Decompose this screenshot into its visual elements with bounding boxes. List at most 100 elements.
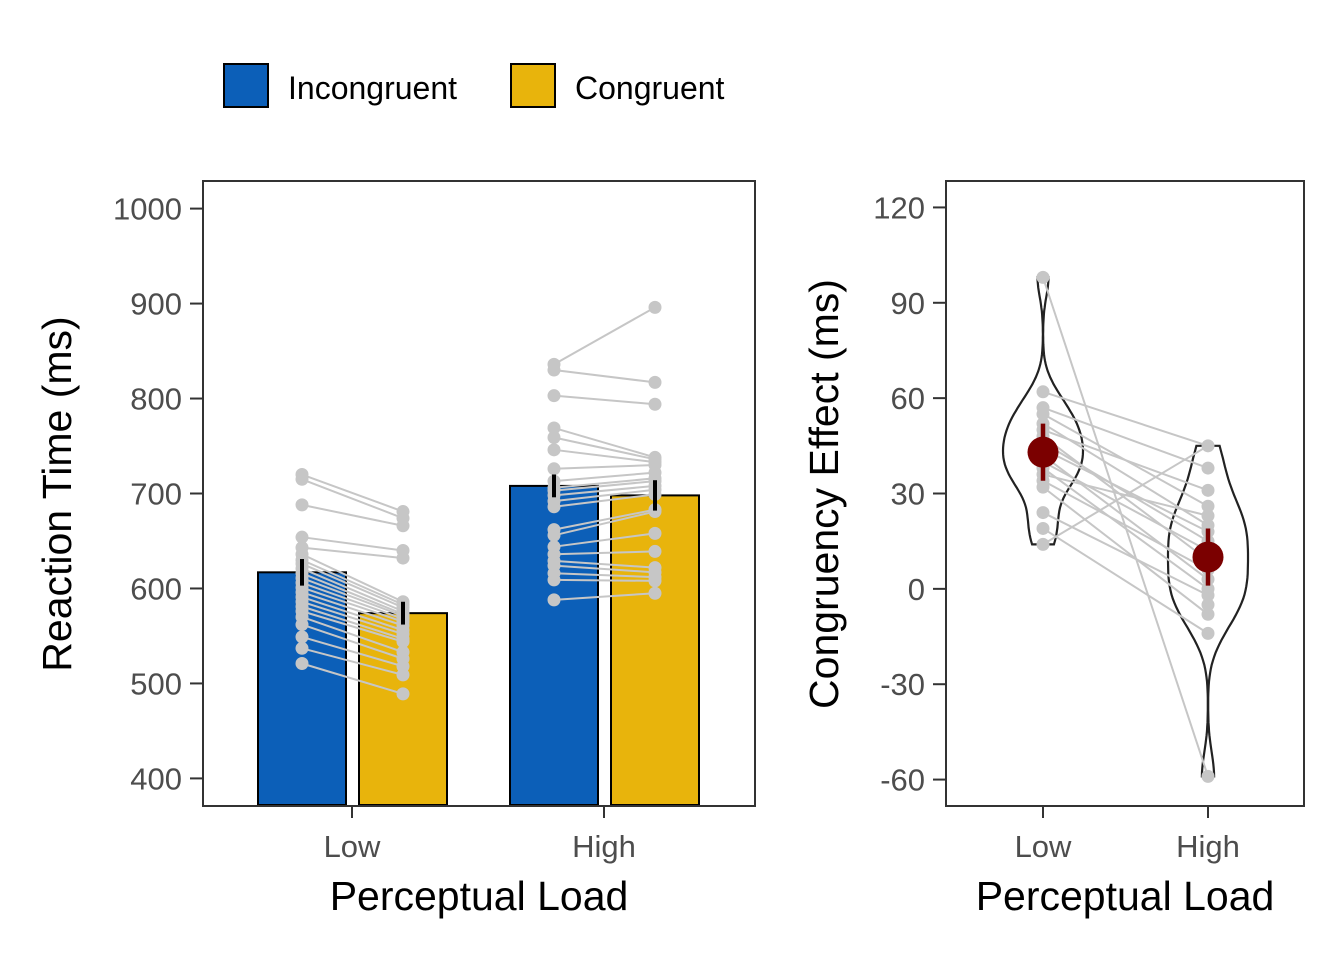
participant-link-low (301, 553, 404, 603)
participant-link-low (301, 581, 404, 620)
participant-point-high (1201, 499, 1215, 513)
y-tick-label: 0 (908, 572, 925, 607)
participant-link-high (553, 448, 656, 464)
participant-link-low (301, 610, 404, 643)
participant-link-high (553, 471, 656, 483)
mean-point-low (1027, 436, 1059, 468)
participant-link (1042, 390, 1209, 447)
legend-label-congruent: Congruent (575, 70, 725, 106)
violin-high (1166, 444, 1250, 778)
participant-point-high (1201, 588, 1215, 602)
participant-point-congruent-low (396, 519, 410, 533)
participant-link-high (553, 564, 656, 574)
mean-point-high (1192, 541, 1224, 573)
participant-link-high (553, 532, 656, 548)
participant-point-incongruent-low (295, 618, 309, 632)
participant-link-low (301, 600, 404, 636)
reaction-time-axes: 400 500 600 700 800 900 1000 Low High (113, 192, 636, 864)
y-tick-label: 900 (130, 287, 182, 322)
participant-point-high (1201, 509, 1215, 523)
y-tick-label: 1000 (113, 192, 182, 227)
reaction-time-panel: 400 500 600 700 800 900 1000 Low High Perceptual… (34, 180, 756, 919)
participant-link (1042, 406, 1209, 470)
participant-link-high (553, 578, 656, 582)
legend-swatch-congruent (510, 63, 556, 108)
reaction-time-x-axis-title: Perceptual Load (330, 873, 629, 919)
participant-link-high (553, 592, 656, 601)
participant-link-low (301, 662, 404, 695)
participant-link-low (301, 635, 404, 668)
participant-link-high (553, 480, 656, 492)
y-tick-label: 90 (891, 286, 925, 321)
participant-link-low (301, 605, 404, 640)
y-tick-label: -60 (880, 763, 925, 798)
participant-link (1042, 486, 1209, 616)
participant-link-high (553, 369, 656, 384)
reaction-time-bar-chart (257, 300, 700, 807)
participant-link-low (301, 567, 404, 613)
participant-point-low (1036, 506, 1050, 520)
reaction-time-y-axis-title: Reaction Time (ms) (34, 316, 80, 671)
participant-link-high (553, 510, 656, 537)
x-tick-label: Low (324, 829, 381, 864)
participant-point-incongruent-high (547, 389, 561, 403)
participant-point-congruent-low (396, 551, 410, 565)
x-tick-label: High (572, 829, 636, 864)
congruency-effect-violin-chart (1001, 270, 1250, 783)
y-tick-label: 30 (891, 477, 925, 512)
participant-link-low (301, 473, 404, 513)
participant-point-incongruent-high (547, 500, 561, 514)
participant-point-incongruent-low (295, 472, 309, 486)
legend: Incongruent Congruent (223, 63, 725, 108)
participant-point-incongruent-high (547, 443, 561, 457)
participant-point-congruent-high (648, 375, 662, 389)
participant-link-low (301, 586, 404, 623)
participant-link-low (301, 596, 404, 632)
participant-point-congruent-high (648, 574, 662, 588)
y-tick-label: -30 (880, 667, 925, 702)
participant-link (1042, 527, 1209, 635)
participant-link (1042, 444, 1209, 546)
y-tick-label: 500 (130, 666, 182, 701)
participant-link (1042, 467, 1209, 590)
participant-point-high (1201, 439, 1215, 453)
participant-link-low (301, 591, 404, 627)
participant-point-incongruent-high (547, 528, 561, 542)
bar-congruent-high (610, 494, 700, 806)
participant-link (1042, 435, 1209, 562)
participant-link (1042, 448, 1209, 533)
participant-point-incongruent-high (547, 421, 561, 435)
participant-link-high (553, 436, 656, 461)
y-tick-label: 800 (130, 382, 182, 417)
y-tick-label: 400 (130, 761, 182, 796)
legend-label-incongruent: Incongruent (288, 70, 457, 106)
participant-point-low (1036, 385, 1050, 399)
participant-point-incongruent-high (547, 363, 561, 377)
participant-link (1042, 277, 1209, 777)
participant-point-high (1201, 626, 1215, 640)
participant-link-low (301, 647, 404, 676)
participant-link-high (553, 464, 656, 470)
participant-link-high (553, 559, 656, 569)
participant-point-low (1036, 480, 1050, 494)
participant-link-high (553, 550, 656, 556)
participant-point-incongruent-high (547, 462, 561, 476)
participant-point-congruent-low (396, 635, 410, 649)
participant-point-low (1036, 521, 1050, 535)
x-tick-label: Low (1015, 829, 1072, 864)
participant-point-incongruent-low (295, 656, 309, 670)
participant-point-low (1036, 537, 1050, 551)
participant-point-incongruent-high (547, 430, 561, 444)
participant-link-high (553, 394, 656, 406)
participant-point-high (1201, 607, 1215, 621)
participant-link (1042, 428, 1209, 492)
participant-link-high (553, 484, 656, 497)
participant-link-high (553, 477, 656, 489)
y-tick-label: 700 (130, 477, 182, 512)
congruency-effect-axes: -60 -30 0 30 60 90 120 Low High (873, 190, 1240, 864)
participant-link (1042, 441, 1209, 543)
participant-point-incongruent-high (547, 593, 561, 607)
congruency-effect-x-axis-title: Perceptual Load (976, 873, 1275, 919)
